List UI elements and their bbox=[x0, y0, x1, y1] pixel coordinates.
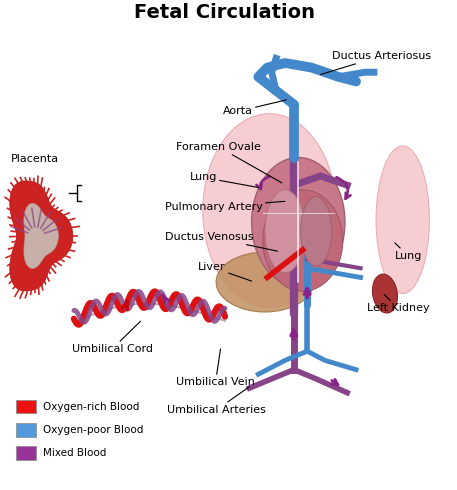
Title: Fetal Circulation: Fetal Circulation bbox=[134, 3, 315, 22]
Ellipse shape bbox=[263, 190, 343, 291]
Text: Oxygen-poor Blood: Oxygen-poor Blood bbox=[43, 424, 143, 435]
Text: Foramen Ovale: Foramen Ovale bbox=[176, 142, 282, 183]
Text: Ductus Arteriosus: Ductus Arteriosus bbox=[320, 51, 431, 74]
Text: Pulmonary Artery: Pulmonary Artery bbox=[165, 201, 285, 212]
Polygon shape bbox=[24, 203, 58, 269]
FancyBboxPatch shape bbox=[16, 446, 36, 460]
Text: Umbilical Vein: Umbilical Vein bbox=[176, 349, 255, 387]
Ellipse shape bbox=[376, 146, 430, 294]
Text: Aorta: Aorta bbox=[223, 100, 286, 117]
Ellipse shape bbox=[252, 157, 345, 287]
Polygon shape bbox=[10, 181, 73, 291]
Text: Umbilical Cord: Umbilical Cord bbox=[72, 321, 153, 354]
Text: Oxygen-rich Blood: Oxygen-rich Blood bbox=[43, 401, 139, 412]
Text: Placenta: Placenta bbox=[11, 154, 59, 165]
Text: Ductus Venosus: Ductus Venosus bbox=[165, 232, 277, 251]
Ellipse shape bbox=[216, 252, 314, 312]
Ellipse shape bbox=[203, 114, 336, 307]
Ellipse shape bbox=[265, 190, 305, 273]
Text: Mixed Blood: Mixed Blood bbox=[43, 448, 106, 458]
Text: Lung: Lung bbox=[190, 172, 258, 188]
Text: Left Kidney: Left Kidney bbox=[367, 294, 430, 313]
Text: Umbilical Arteries: Umbilical Arteries bbox=[167, 387, 266, 415]
FancyBboxPatch shape bbox=[16, 423, 36, 437]
Text: Lung: Lung bbox=[395, 243, 422, 261]
Ellipse shape bbox=[301, 196, 332, 266]
Text: Liver: Liver bbox=[198, 262, 252, 281]
FancyBboxPatch shape bbox=[16, 400, 36, 414]
Ellipse shape bbox=[372, 274, 398, 313]
